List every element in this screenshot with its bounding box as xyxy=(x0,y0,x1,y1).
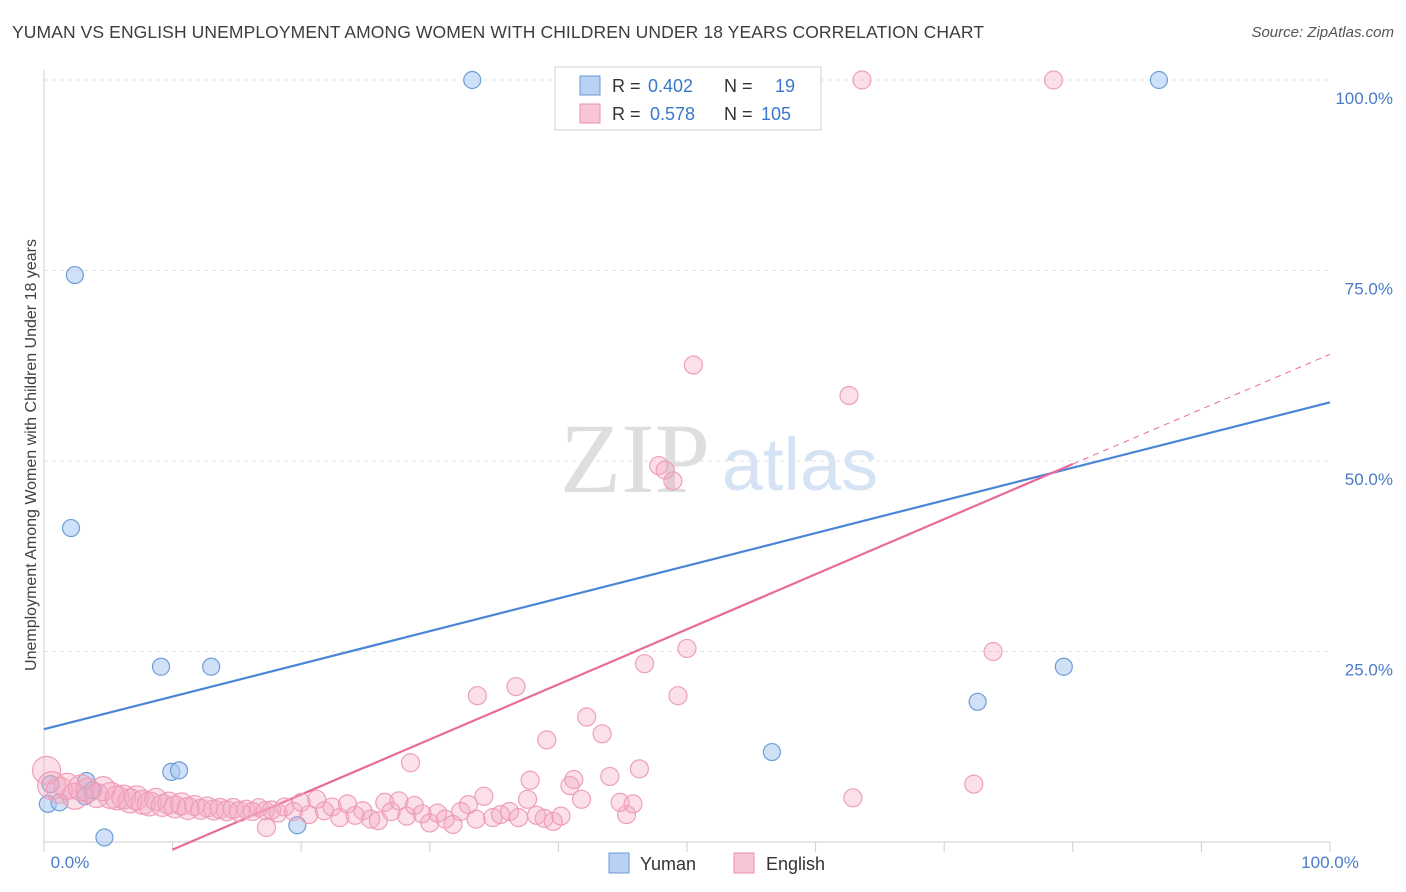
yuman-point xyxy=(169,761,189,780)
chart-title: YUMAN VS ENGLISH UNEMPLOYMENT AMONG WOME… xyxy=(12,22,985,42)
legend-swatch-english xyxy=(579,103,601,124)
english-point xyxy=(45,776,74,804)
english-point xyxy=(629,759,650,779)
watermark-atlas: atlas xyxy=(722,423,878,506)
english-point xyxy=(427,803,448,823)
english-points xyxy=(31,70,1064,838)
english-point xyxy=(964,774,984,794)
english-point xyxy=(668,686,688,706)
english-point xyxy=(517,789,538,809)
english-point xyxy=(564,769,584,790)
english-point xyxy=(291,792,311,812)
legend-n-value-english: 105 xyxy=(761,104,791,124)
y-axis-label: Unemployment Among Women with Children U… xyxy=(23,239,40,671)
english-point xyxy=(623,794,643,814)
bottom-legend-swatch-english xyxy=(733,852,755,874)
english-point xyxy=(467,686,487,706)
english-point xyxy=(852,70,872,90)
english-point xyxy=(157,791,181,815)
yuman-point xyxy=(968,692,987,711)
english-trend-line xyxy=(172,463,1074,851)
y-tick-label: 100.0% xyxy=(1335,89,1393,108)
english-point xyxy=(117,788,143,814)
bottom-legend-swatch-yuman xyxy=(608,852,630,874)
english-point xyxy=(551,806,571,826)
x-tick-label-min: 0.0% xyxy=(51,853,90,872)
legend-swatch-yuman xyxy=(579,75,601,96)
yuman-point xyxy=(202,657,221,676)
axes xyxy=(43,70,1331,852)
x-tick-label-max: 100.0% xyxy=(1301,853,1359,872)
english-point xyxy=(526,805,547,825)
yuman-point xyxy=(61,518,81,538)
english-point xyxy=(577,707,597,727)
english-point xyxy=(506,676,526,697)
english-point xyxy=(256,817,277,838)
english-point xyxy=(104,785,130,811)
yuman-point xyxy=(463,70,482,90)
english-point xyxy=(616,804,637,825)
y-tick-label: 50.0% xyxy=(1345,470,1393,489)
yuman-point xyxy=(151,657,171,676)
english-point xyxy=(322,797,342,817)
correlation-legend: R = 0.402 N = 19 R = 0.578 N = 105 xyxy=(554,66,822,131)
legend-r-label-english: R = xyxy=(612,104,641,124)
yuman-point xyxy=(762,742,781,762)
chart-source: Source: ZipAtlas.com xyxy=(1251,24,1394,41)
english-point xyxy=(683,355,704,375)
english-point xyxy=(537,730,557,750)
english-point xyxy=(634,654,655,674)
english-point xyxy=(420,813,440,833)
english-point xyxy=(839,385,859,406)
y-tick-label: 75.0% xyxy=(1345,280,1393,299)
english-point xyxy=(600,766,620,787)
english-trend-extension xyxy=(1072,353,1331,465)
legend-r-value-english: 0.578 xyxy=(650,104,695,124)
english-point xyxy=(592,724,612,744)
yuman-point xyxy=(1054,657,1073,676)
english-point xyxy=(655,460,675,480)
english-point xyxy=(571,789,592,809)
english-point xyxy=(843,788,863,808)
legend-r-label-yuman: R = xyxy=(612,76,641,96)
english-point xyxy=(483,808,503,828)
watermark-zip: ZIP xyxy=(560,403,710,514)
english-point xyxy=(389,791,409,811)
english-point xyxy=(474,786,494,806)
yuman-point xyxy=(50,793,69,812)
english-point xyxy=(31,755,62,785)
english-point xyxy=(451,801,471,822)
yuman-point xyxy=(65,265,84,285)
yuman-point xyxy=(1149,70,1169,90)
english-point xyxy=(163,795,187,819)
english-point xyxy=(307,789,327,809)
english-point xyxy=(520,770,540,790)
english-point xyxy=(361,809,381,829)
legend-n-label-english: N = xyxy=(724,104,753,124)
english-point xyxy=(983,641,1003,662)
legend-n-value-yuman: 19 xyxy=(775,76,795,96)
english-point xyxy=(1043,70,1064,90)
trend-lines xyxy=(43,353,1331,851)
english-point xyxy=(381,801,401,822)
yuman-point xyxy=(95,828,114,847)
english-point xyxy=(400,753,421,773)
bottom-legend-label-english: English xyxy=(766,854,825,874)
legend-n-label-yuman: N = xyxy=(724,76,753,96)
legend-r-value-yuman: 0.402 xyxy=(648,76,693,96)
y-tick-labels: 25.0% 50.0% 75.0% 100.0% xyxy=(1335,89,1393,680)
english-point xyxy=(397,806,417,826)
english-point xyxy=(111,784,137,810)
english-point xyxy=(508,808,529,828)
english-point xyxy=(677,638,697,659)
yuman-trend-line xyxy=(43,401,1331,731)
english-point xyxy=(299,804,319,825)
y-tick-label: 25.0% xyxy=(1345,661,1393,680)
english-point xyxy=(663,471,683,491)
bottom-legend-label-yuman: Yuman xyxy=(640,854,696,874)
series-legend: Yuman English xyxy=(608,852,825,874)
english-point xyxy=(466,809,486,829)
english-point xyxy=(37,771,67,801)
